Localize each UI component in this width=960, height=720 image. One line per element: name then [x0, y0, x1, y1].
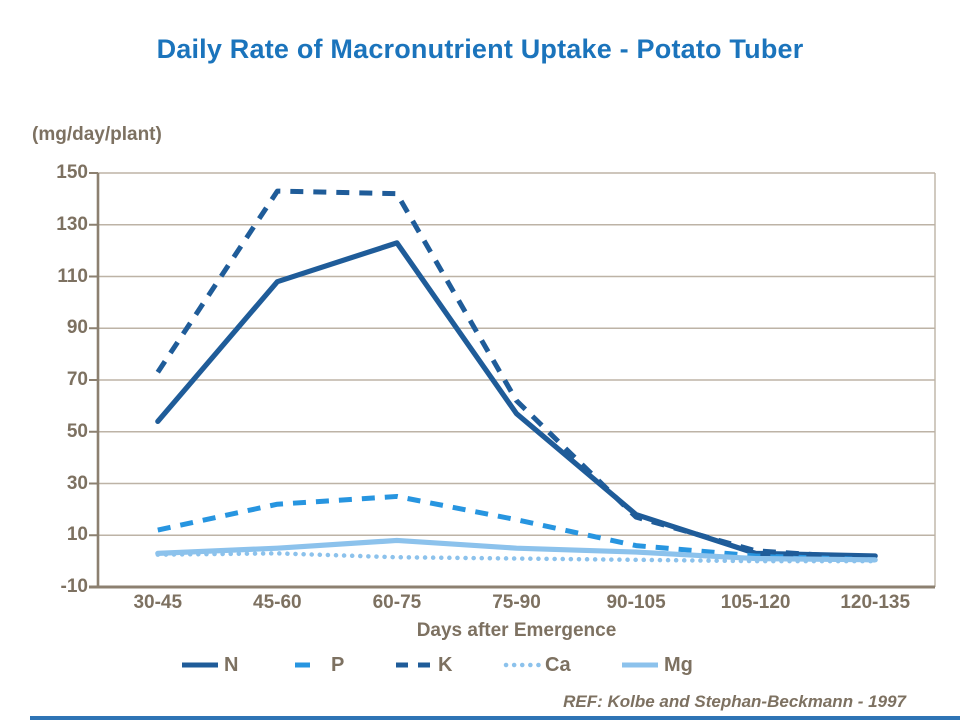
- legend-label-Ca: Ca: [545, 653, 571, 676]
- y-axis-unit-label: (mg/day/plant): [32, 124, 162, 145]
- legend-line-swatch-Ca: [503, 662, 542, 668]
- x-axis-title: Days after Emergence: [416, 620, 617, 641]
- legend-label-K: K: [438, 653, 453, 676]
- legend-item-Ca: Ca: [501, 652, 571, 678]
- legend-line-swatch-K: [396, 662, 432, 668]
- x-tick-label: 105-120: [720, 592, 791, 613]
- legend-label-Mg: Mg: [664, 653, 693, 676]
- bottom-rule: [30, 716, 960, 720]
- legend-item-K: K: [394, 652, 452, 678]
- x-tick-label: 30-45: [133, 592, 183, 613]
- series-line-N: [155, 240, 878, 559]
- legend-item-P: P: [287, 652, 344, 678]
- legend-item-Mg: Mg: [620, 652, 693, 678]
- y-tick-label: 50: [66, 420, 88, 442]
- y-tick-label: -10: [60, 576, 88, 597]
- x-tick-label: 75-90: [492, 592, 541, 613]
- y-tick-label: 90: [66, 317, 88, 339]
- legend-line-swatch-N: [182, 662, 218, 668]
- legend-label-N: N: [224, 653, 239, 676]
- legend-line-swatch-P: [295, 662, 310, 668]
- y-tick-label: 110: [57, 265, 88, 287]
- y-tick-label: 150: [56, 162, 88, 183]
- y-tick-label: 10: [66, 524, 88, 546]
- y-tick-label: 70: [66, 369, 88, 390]
- legend-line-swatch-Mg: [622, 662, 658, 668]
- series-line-K: [155, 188, 876, 562]
- ref-citation: REF: Kolbe and Stephan-Beckmann - 1997: [563, 692, 906, 711]
- x-tick-label: 60-75: [372, 592, 422, 613]
- x-tick-label: 90-105: [606, 592, 666, 613]
- chart-title: Daily Rate of Macronutrient Uptake - Pot…: [156, 34, 804, 64]
- x-tick-label: 45-60: [253, 592, 302, 613]
- legend-item-N: N: [180, 652, 238, 678]
- y-tick-label: 130: [56, 213, 88, 235]
- series-line-Mg: [155, 537, 878, 563]
- x-tick-label: 120-135: [840, 592, 911, 613]
- y-tick-label: 30: [66, 472, 88, 494]
- legend-label-P: P: [331, 653, 345, 676]
